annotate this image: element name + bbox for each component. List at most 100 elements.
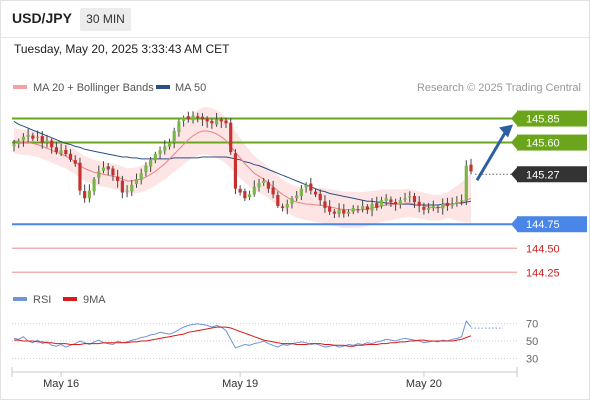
candle-body (379, 200, 384, 207)
candle (158, 146, 162, 159)
candle (210, 118, 214, 129)
candle-body (139, 173, 143, 181)
candle-body (356, 209, 360, 211)
candle (351, 205, 355, 215)
candle (346, 209, 351, 217)
candle-body (92, 179, 96, 192)
candle-body (375, 203, 379, 208)
candle-body (45, 140, 49, 143)
candle (365, 204, 369, 215)
candle-body (247, 194, 252, 198)
candle (200, 113, 205, 127)
candle (323, 195, 327, 213)
bollinger-band (14, 107, 471, 229)
candle (219, 117, 223, 129)
candle-body (210, 121, 214, 124)
candle-body (205, 118, 209, 122)
candle (243, 188, 247, 202)
candle-body (276, 195, 280, 206)
last-price-tag (517, 166, 587, 183)
candle-body (351, 207, 355, 212)
candle (50, 138, 54, 154)
x-tick-label: May 16 (43, 378, 79, 390)
candle-body (323, 201, 327, 208)
candle-body (370, 204, 374, 211)
candle (17, 138, 21, 149)
candle (464, 160, 468, 206)
candle-body (40, 136, 44, 143)
support-level-tag-pointer (511, 216, 518, 233)
candle (191, 111, 195, 124)
candle-body (252, 186, 256, 195)
candle-body (412, 196, 417, 203)
candle (370, 198, 374, 217)
candle-body (459, 200, 464, 202)
candle (92, 177, 96, 196)
candle-body (83, 191, 87, 199)
candle-body (54, 147, 59, 153)
rsi-legend-label: RSI (33, 294, 51, 306)
candle (257, 178, 261, 192)
candle (299, 184, 303, 201)
candle (26, 128, 30, 143)
ma50-legend-swatch (156, 85, 170, 89)
candle-body (68, 153, 73, 160)
candle-body (332, 211, 336, 214)
candle-body (417, 201, 421, 206)
candle (285, 199, 289, 215)
candle-body (224, 120, 228, 124)
resistance-level-tag-pointer (511, 110, 518, 127)
x-tick-label: May 19 (222, 378, 258, 390)
candle (130, 180, 134, 197)
resistance-level-tag (517, 110, 587, 127)
candle-body (21, 136, 26, 141)
ma20-legend-label: MA 20 + Bollinger Bands (33, 82, 154, 94)
candle (78, 157, 82, 196)
candle (31, 132, 35, 142)
candle-body (191, 115, 195, 121)
candle-body (422, 207, 426, 210)
candle (408, 191, 412, 203)
candle (276, 191, 280, 208)
candle-body (304, 184, 308, 188)
candle (247, 190, 252, 201)
candle-body (116, 176, 120, 181)
candle-body (17, 140, 21, 144)
candle-body (144, 165, 148, 173)
candle-body (50, 140, 54, 148)
candle-body (285, 204, 289, 208)
candle-body (182, 117, 186, 122)
candle-body (186, 116, 190, 120)
minor-level-label: 144.25 (526, 267, 560, 279)
timeframe-button[interactable]: 30 MIN (80, 8, 131, 31)
candle-body (445, 202, 450, 206)
candle-body (12, 144, 16, 147)
resistance-level-tag-pointer (511, 134, 518, 151)
candle (309, 177, 313, 195)
candle-body (153, 154, 157, 161)
candle-body (403, 198, 407, 200)
candle (35, 130, 40, 142)
candle (149, 157, 153, 173)
candle (455, 196, 459, 207)
candle-body (346, 211, 351, 214)
candle (280, 203, 285, 212)
candle-body (196, 116, 200, 118)
candle (375, 196, 379, 211)
candle-body (158, 150, 162, 154)
candle-body (200, 116, 205, 120)
candle-body (101, 167, 106, 171)
candle-body (97, 171, 101, 178)
candle-body (464, 165, 468, 201)
header-bar: USD/JPY 30 MIN (1, 1, 589, 38)
ma20-legend-swatch (13, 85, 27, 89)
candle (389, 196, 393, 208)
candle-body (290, 198, 294, 204)
candle (450, 197, 454, 209)
candle (313, 188, 318, 198)
candle-body (64, 149, 68, 155)
candle (436, 204, 440, 213)
candle (412, 192, 417, 208)
research-credit: Research © 2025 Trading Central (417, 82, 581, 94)
